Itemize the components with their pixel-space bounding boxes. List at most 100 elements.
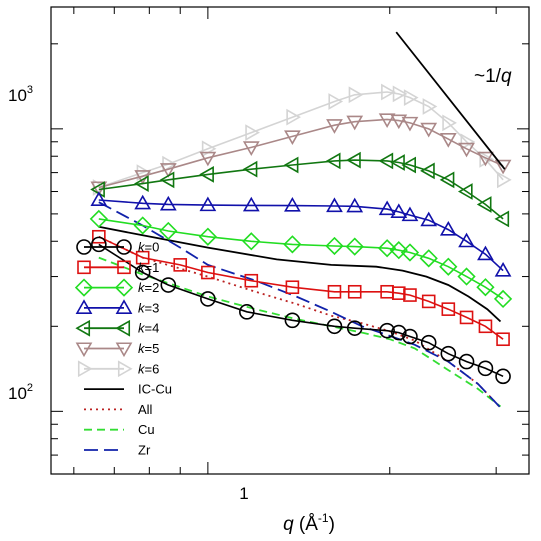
data-point-k-4 xyxy=(401,156,417,174)
y-tick-label-1000: 103 xyxy=(8,84,33,105)
legend-item-cu: Cu xyxy=(84,422,155,437)
data-point-k-2 xyxy=(283,235,302,254)
series-line-k-3 xyxy=(98,199,504,272)
legend-item-ic-cu: IC-Cu xyxy=(84,382,172,397)
series-k-1 xyxy=(92,229,510,347)
data-point-k-1 xyxy=(92,229,106,244)
data-point-k-6 xyxy=(422,98,438,115)
data-point-k-4 xyxy=(457,183,473,200)
data-point-k-6 xyxy=(392,85,408,103)
data-point-k-2 xyxy=(89,209,108,229)
data-point-k-0 xyxy=(390,324,407,341)
data-point-k-0 xyxy=(160,277,177,293)
series-line-k-1 xyxy=(98,235,504,340)
data-point-k-1 xyxy=(347,284,362,299)
series-line-cu xyxy=(98,256,502,408)
data-point-k-3 xyxy=(458,232,475,248)
legend-label: k=5 xyxy=(138,341,159,356)
data-point-k-4 xyxy=(134,175,149,192)
legend-item-k-0: k=0 xyxy=(76,239,159,255)
series-cu xyxy=(98,256,502,408)
data-point-k-6 xyxy=(497,171,512,189)
data-point-k-3 xyxy=(199,196,217,212)
data-point-k-3 xyxy=(494,261,512,277)
legend-item-k-3: k=3 xyxy=(75,299,159,315)
data-point-k-3 xyxy=(326,197,343,213)
legend-marker xyxy=(75,319,91,337)
data-point-k-1 xyxy=(441,302,456,316)
legend-label: All xyxy=(138,402,153,417)
data-point-k-3 xyxy=(378,200,396,216)
data-point-k-3 xyxy=(401,206,419,222)
data-point-k-4 xyxy=(159,171,175,189)
data-point-k-0 xyxy=(495,368,511,385)
data-point-k-6 xyxy=(286,108,302,126)
data-point-k-5 xyxy=(159,163,177,178)
legend-item-zr: Zr xyxy=(84,443,151,458)
data-point-k-3 xyxy=(284,196,301,212)
plot-frame xyxy=(50,6,530,475)
slope-annotation: ~1/q xyxy=(474,66,512,87)
data-point-k-1 xyxy=(244,273,259,288)
legend-label: k=4 xyxy=(138,321,159,336)
data-point-k-5 xyxy=(346,115,364,131)
legend-marker xyxy=(115,299,133,314)
data-point-k-5 xyxy=(439,133,457,148)
data-point-k-5 xyxy=(378,113,396,129)
series-line-k-6 xyxy=(98,91,504,189)
data-point-k-1 xyxy=(421,294,436,309)
legend-label: k=0 xyxy=(138,240,159,255)
data-point-k-3 xyxy=(159,195,177,211)
data-point-k-3 xyxy=(477,245,494,261)
legend-marker xyxy=(74,278,94,297)
data-point-k-2 xyxy=(400,243,420,262)
data-point-k-0 xyxy=(346,320,363,336)
legend-label: Cu xyxy=(138,422,155,437)
data-point-k-3 xyxy=(134,194,152,210)
data-point-k-1 xyxy=(478,319,493,334)
data-point-k-3 xyxy=(439,220,457,236)
data-point-k-6 xyxy=(460,133,476,151)
data-point-k-6 xyxy=(381,83,396,101)
legend-marker xyxy=(76,239,92,255)
data-point-k-1 xyxy=(285,280,300,295)
data-point-k-4 xyxy=(494,210,510,228)
series-zr xyxy=(98,201,502,409)
legend-marker xyxy=(114,278,134,297)
data-point-k-2 xyxy=(377,239,397,258)
data-point-k-5 xyxy=(284,130,301,146)
legend-item-k-2: k=2 xyxy=(74,278,159,297)
data-point-k-0 xyxy=(91,236,107,253)
data-point-k-6 xyxy=(245,124,260,141)
data-point-k-2 xyxy=(457,267,476,286)
series-k-3 xyxy=(90,191,512,277)
series-k-0 xyxy=(91,236,511,385)
legend-marker xyxy=(77,260,91,275)
data-point-k-5 xyxy=(199,151,217,167)
legend-label: k=6 xyxy=(138,361,159,376)
data-point-k-0 xyxy=(458,353,475,370)
data-point-k-2 xyxy=(133,216,152,235)
data-point-k-2 xyxy=(389,241,408,260)
series-k-6 xyxy=(92,83,512,196)
legend-item-k-4: k=4 xyxy=(75,319,159,337)
data-point-k-1 xyxy=(496,332,510,347)
data-point-k-1 xyxy=(201,265,215,280)
series-line-k-2 xyxy=(98,218,504,300)
series-k-2 xyxy=(89,209,513,309)
data-point-k-6 xyxy=(348,86,364,104)
data-point-k-4 xyxy=(325,152,341,170)
series-line-k-4 xyxy=(98,159,504,220)
data-point-k-4 xyxy=(476,196,492,213)
data-point-k-3 xyxy=(346,197,364,213)
series-line-k-0 xyxy=(98,243,504,378)
data-point-k-2 xyxy=(159,221,178,241)
data-point-k-1 xyxy=(173,258,188,272)
legend-label: k=1 xyxy=(138,260,159,275)
legend-label: IC-Cu xyxy=(138,382,172,397)
data-point-k-4 xyxy=(199,165,214,183)
series-ic-cu xyxy=(98,225,502,323)
legend-item-k-5: k=5 xyxy=(75,341,159,358)
data-point-k-6 xyxy=(328,93,344,110)
data-point-k-2 xyxy=(242,232,261,251)
